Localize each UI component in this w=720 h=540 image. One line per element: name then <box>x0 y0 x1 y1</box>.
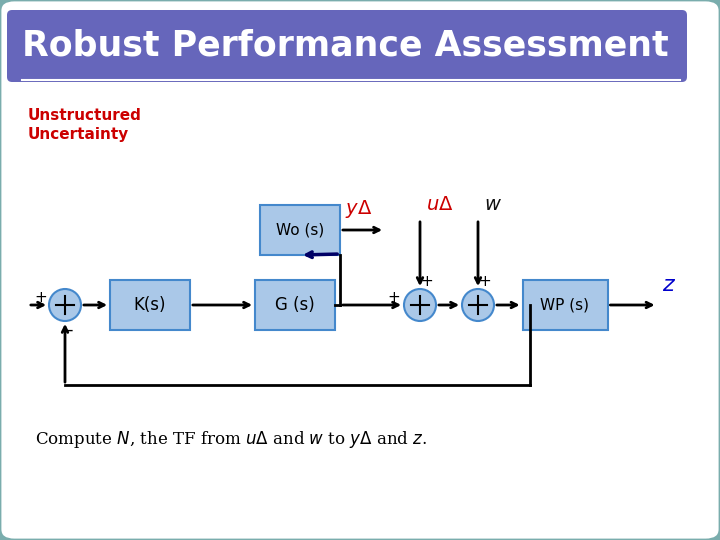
Text: Wo (s): Wo (s) <box>276 222 324 238</box>
Text: $u\Delta$: $u\Delta$ <box>426 195 454 214</box>
Text: +: + <box>35 289 48 305</box>
Text: Compute $N$, the TF from $u\Delta$ and $w$ to $y\Delta$ and $z$.: Compute $N$, the TF from $u\Delta$ and $… <box>35 429 428 450</box>
Circle shape <box>49 289 81 321</box>
Text: $y\Delta$: $y\Delta$ <box>345 198 372 220</box>
Circle shape <box>462 289 494 321</box>
FancyBboxPatch shape <box>110 280 190 330</box>
Text: +: + <box>479 273 491 288</box>
Text: $w$: $w$ <box>484 195 502 214</box>
Text: K(s): K(s) <box>134 296 166 314</box>
FancyBboxPatch shape <box>255 280 335 330</box>
Text: $z$: $z$ <box>662 275 677 295</box>
Text: Unstructured
Uncertainty: Unstructured Uncertainty <box>28 108 142 141</box>
Text: +: + <box>387 289 400 305</box>
Text: +: + <box>420 273 433 288</box>
Circle shape <box>404 289 436 321</box>
Text: Robust Performance Assessment: Robust Performance Assessment <box>22 29 669 63</box>
FancyBboxPatch shape <box>260 205 340 255</box>
Text: -: - <box>66 321 72 339</box>
Text: G (s): G (s) <box>275 296 315 314</box>
Text: WP (s): WP (s) <box>541 298 590 313</box>
FancyBboxPatch shape <box>7 10 687 82</box>
FancyBboxPatch shape <box>523 280 608 330</box>
